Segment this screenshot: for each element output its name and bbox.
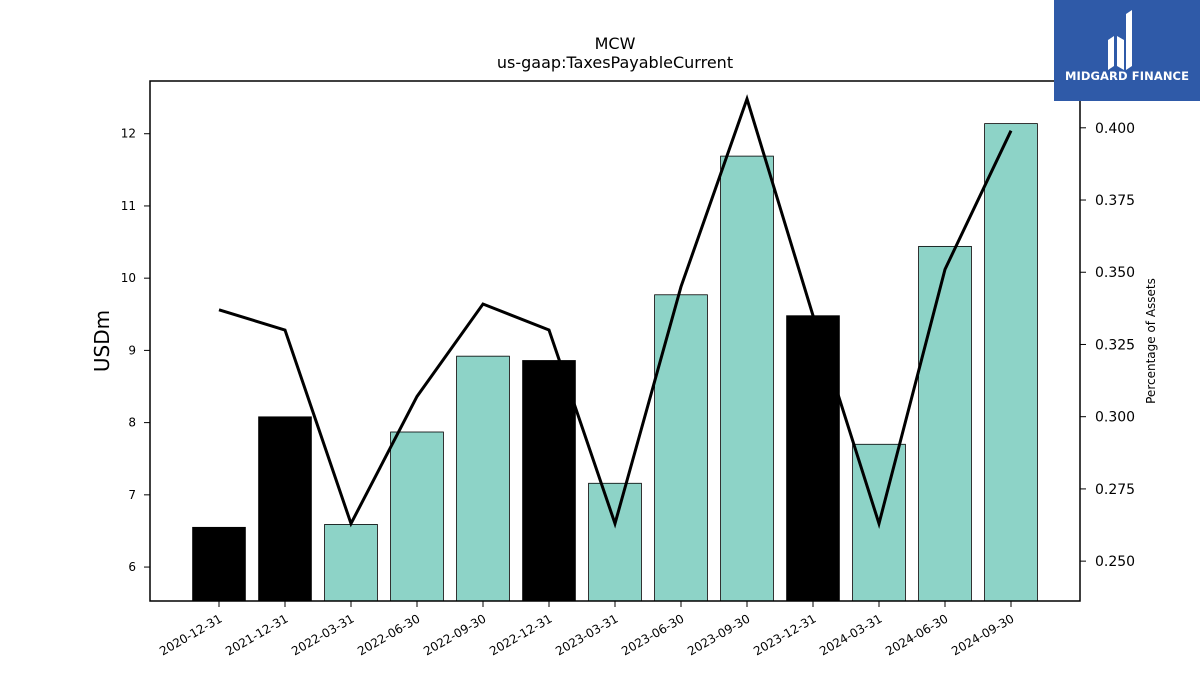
brand-logo: MIDGARD FINANCE bbox=[1054, 0, 1200, 101]
x-tick-label-2022-12-31: 2022-12-31 bbox=[487, 611, 554, 658]
y2-tick-label-0.275: 0.275 bbox=[1095, 482, 1135, 498]
x-tick-label-2022-06-30: 2022-06-30 bbox=[355, 611, 422, 658]
x-tick-label-2021-12-31: 2021-12-31 bbox=[223, 611, 290, 658]
bar-2023-06-30 bbox=[654, 294, 708, 602]
y2-tick-label-0.300: 0.300 bbox=[1095, 410, 1135, 426]
x-tick-label-2023-06-30: 2023-06-30 bbox=[619, 611, 686, 658]
y2-tick-label-0.250: 0.250 bbox=[1095, 554, 1135, 570]
y2-tick-label-0.375: 0.375 bbox=[1095, 193, 1135, 209]
bar-2023-03-31 bbox=[588, 482, 642, 602]
y2-tick-label-0.325: 0.325 bbox=[1095, 337, 1135, 353]
line-layer bbox=[218, 94, 1013, 529]
chart-title: MCW bbox=[595, 34, 636, 53]
y-tick-label-11: 11 bbox=[121, 199, 136, 213]
y-tick-label-8: 8 bbox=[128, 416, 136, 430]
y-tick-label-10: 10 bbox=[121, 271, 136, 285]
bar-2024-06-30 bbox=[918, 245, 972, 602]
bar-2024-09-30 bbox=[984, 123, 1038, 602]
y2-axis-label: Percentage of Assets bbox=[1144, 278, 1158, 404]
chart-subtitle: us-gaap:TaxesPayableCurrent bbox=[497, 53, 733, 72]
y-right-axis: 0.250 0.275 0.300 0.325 0.350 0.375 0.400 bbox=[1080, 121, 1135, 570]
x-tick-label-2020-12-31: 2020-12-31 bbox=[157, 611, 224, 658]
y-tick-label-7: 7 bbox=[128, 488, 136, 502]
x-tick-label-2023-12-31: 2023-12-31 bbox=[751, 611, 818, 658]
bar-2022-03-31 bbox=[324, 524, 378, 602]
x-axis: 2020-12-312021-12-312022-03-312022-06-30… bbox=[157, 601, 1017, 658]
bar-2023-09-30 bbox=[720, 155, 774, 602]
y-tick-label-12: 12 bbox=[121, 127, 136, 141]
bar-2020-12-31 bbox=[192, 526, 246, 602]
x-tick-label-2024-06-30: 2024-06-30 bbox=[883, 611, 950, 658]
x-tick-label-2022-09-30: 2022-09-30 bbox=[421, 611, 488, 658]
bars-layer bbox=[192, 123, 1038, 602]
y2-tick-label-0.400: 0.400 bbox=[1095, 121, 1135, 137]
x-tick-label-2022-03-31: 2022-03-31 bbox=[289, 611, 356, 658]
x-tick-label-2024-03-31: 2024-03-31 bbox=[817, 611, 884, 658]
y-left-axis: 6 7 8 9 10 11 12 bbox=[121, 127, 150, 574]
bar-2021-12-31 bbox=[258, 416, 312, 602]
bar-2023-12-31 bbox=[786, 315, 840, 602]
midgard-mark-icon bbox=[1108, 10, 1132, 70]
x-tick-label-2023-03-31: 2023-03-31 bbox=[553, 611, 620, 658]
y-axis-label: USDm bbox=[90, 310, 114, 372]
bar-2022-09-30 bbox=[456, 355, 510, 602]
bar-2022-12-31 bbox=[522, 360, 576, 602]
x-tick-label-2023-09-30: 2023-09-30 bbox=[685, 611, 752, 658]
x-tick-label-2024-09-30: 2024-09-30 bbox=[949, 611, 1016, 658]
y2-tick-label-0.350: 0.350 bbox=[1095, 265, 1135, 281]
y-tick-label-6: 6 bbox=[128, 560, 136, 574]
bar-2022-06-30 bbox=[390, 431, 444, 602]
series-line-percentage bbox=[218, 94, 1013, 529]
brand-name: MIDGARD FINANCE bbox=[1064, 69, 1190, 83]
y-tick-label-9: 9 bbox=[128, 343, 136, 357]
